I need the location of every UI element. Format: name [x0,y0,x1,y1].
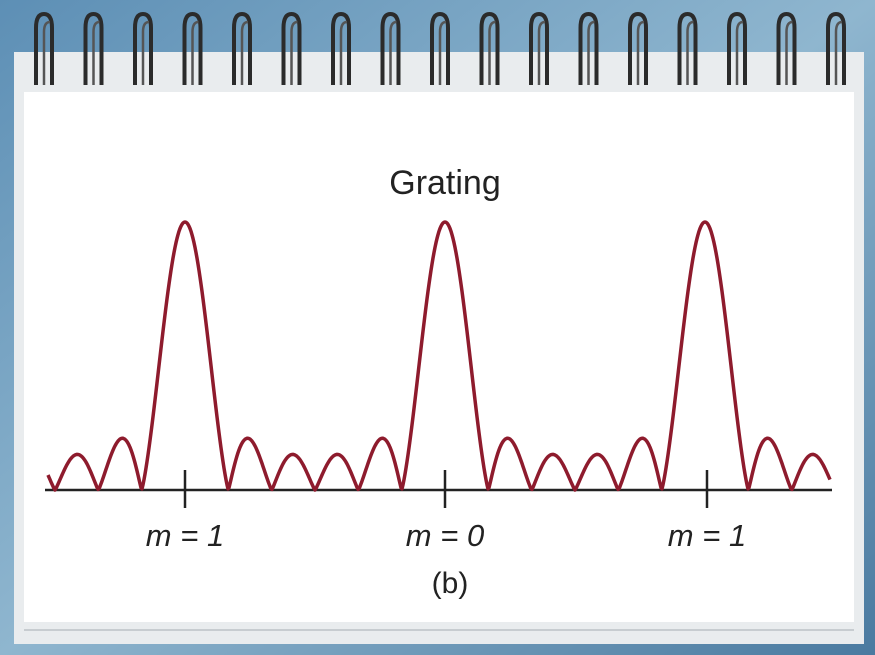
content-area [24,92,854,622]
ring [380,11,401,85]
caption: (b) [432,567,469,600]
ring [834,20,843,85]
ring [785,20,793,85]
order-label: m = 0 [406,518,484,553]
ring [488,20,496,85]
ring [240,20,249,85]
ring [141,20,150,85]
ring [182,11,203,85]
diagram-title: Grating [389,164,501,202]
ring [83,11,104,85]
ring [430,11,450,85]
intensity-curve [46,220,832,492]
ring [537,20,546,85]
ring [438,20,447,85]
ring [479,11,500,85]
order-markers: m = 1 m = 0 m = 1 [146,470,746,553]
ring [42,20,51,85]
order-label: m = 1 [668,518,746,553]
ring [826,11,846,85]
spiral-rings [34,11,846,85]
ring [339,20,348,85]
ring [191,20,199,85]
ring [677,11,698,85]
ring [92,20,100,85]
ring [735,20,744,85]
ring [686,20,694,85]
ring [281,11,302,85]
order-label: m = 1 [146,518,224,553]
ring [636,20,645,85]
ring [529,11,549,85]
ring [776,11,797,85]
ring [133,11,153,85]
ring [628,11,648,85]
ring [232,11,252,85]
ring [331,11,351,85]
ring [34,11,54,85]
ring [578,11,599,85]
ring [389,20,397,85]
ring [587,20,595,85]
ring [727,11,747,85]
ring [290,20,298,85]
